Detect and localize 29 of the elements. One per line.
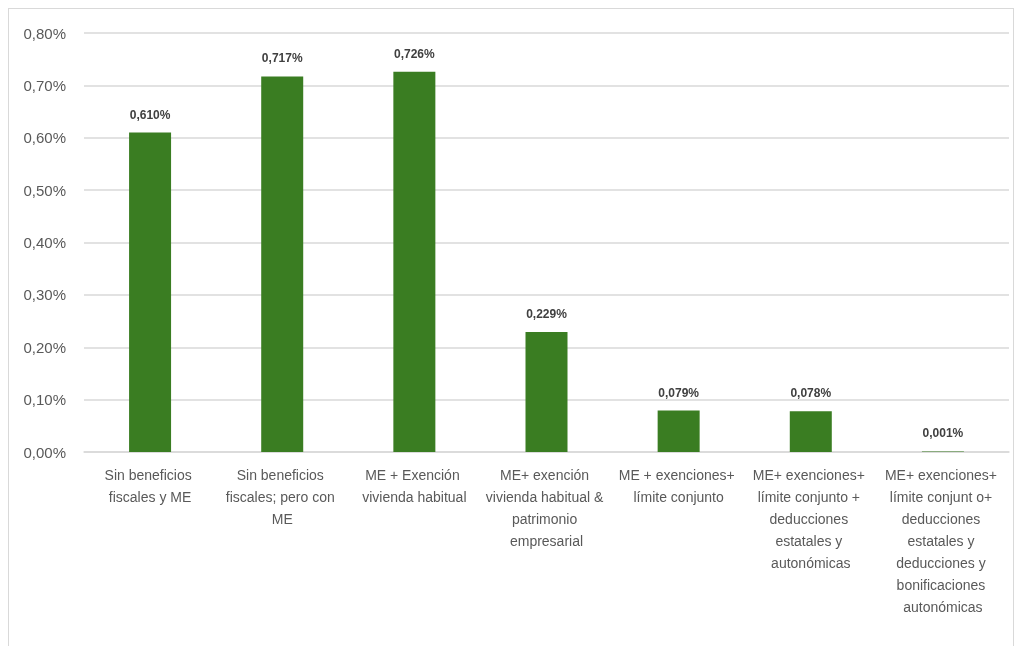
- data-label: 0,078%: [790, 386, 832, 401]
- x-tick-label: Sin beneficios fiscales; pero con ME: [225, 467, 339, 527]
- y-tick-label: 0,80%: [23, 24, 66, 42]
- y-tick-label: 0,60%: [23, 129, 66, 147]
- data-label: 0,717%: [261, 51, 303, 66]
- x-tick-label: Sin beneficios fiscales y ME: [104, 467, 196, 505]
- data-label: 0,610%: [129, 107, 171, 122]
- y-tick-label: 0,50%: [23, 181, 66, 199]
- y-tick-label: 0,10%: [23, 391, 66, 409]
- data-label: 0,726%: [394, 46, 436, 61]
- y-tick-label: 0,30%: [23, 286, 66, 304]
- y-tick-label: 0,40%: [23, 234, 66, 251]
- data-label: 0,001%: [922, 426, 964, 441]
- y-tick-label: 0,70%: [23, 76, 66, 94]
- x-tick-label: ME+ exenciones+ límite conjunto + deducciones estatales y autonómicas: [752, 467, 869, 571]
- y-tick-label: 0,00%: [23, 443, 66, 461]
- x-tick-label: ME+ exenciones+ límite conjunt o+ deducciones estatales y deducciones y bonificaciones autonómicas: [884, 467, 1001, 615]
- bar: [525, 332, 568, 452]
- x-tick-label: ME+ exención vivienda habitual & patrimonio empresarial: [485, 467, 608, 549]
- bar: [657, 410, 700, 452]
- x-tick-label: ME + exenciones+ límite conjunto: [618, 467, 739, 505]
- x-tick-label: ME + Exención vivienda habitual: [362, 467, 467, 505]
- bar: [789, 411, 832, 452]
- bar: [393, 71, 436, 452]
- bar: [129, 132, 172, 452]
- bar: [261, 76, 304, 452]
- data-label: 0,229%: [526, 307, 568, 322]
- data-label: 0,079%: [658, 385, 700, 400]
- y-tick-label: 0,20%: [23, 338, 66, 356]
